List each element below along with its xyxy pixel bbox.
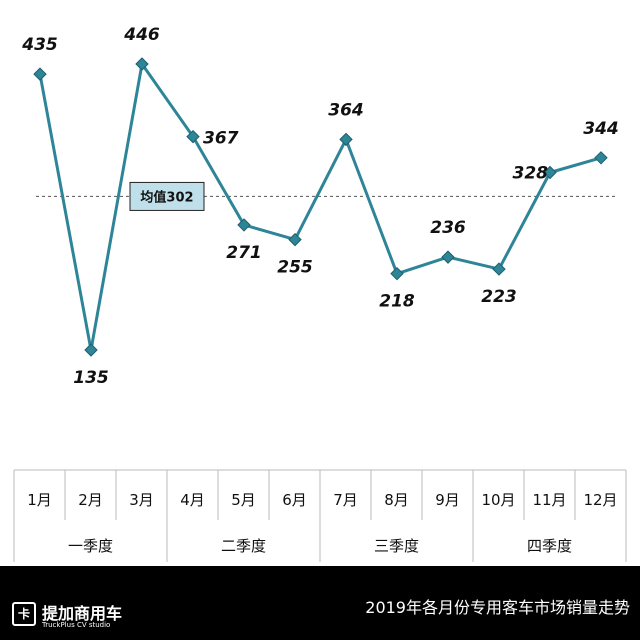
month-labels: 1月 2月 3月 4月 5月 6月 7月 8月 9月 10月 11月 12月 — [27, 491, 617, 509]
data-point — [33, 67, 47, 81]
data-label: 367 — [203, 129, 239, 149]
data-point — [594, 151, 608, 165]
month-label: 12月 — [583, 491, 617, 509]
data-point — [288, 232, 302, 247]
month-label: 10月 — [481, 491, 515, 509]
quarter-label: 四季度 — [527, 537, 572, 555]
footer-bar: 卡 提加商用车 TruckPlus CV studio 2019年各月份专用客车… — [0, 566, 640, 640]
data-point — [84, 343, 98, 357]
data-point — [237, 218, 251, 232]
average-box — [129, 181, 205, 211]
month-label: 9月 — [435, 491, 460, 509]
data-point — [135, 57, 149, 71]
average-label: 均值302 — [129, 181, 205, 211]
data-label: 236 — [430, 218, 466, 238]
data-labels: 435 135 446 367 271 255 364 218 236 223 328 344 — [21, 25, 619, 388]
quarter-labels: 一季度 二季度 三季度 四季度 — [68, 537, 572, 555]
month-label: 8月 — [384, 491, 409, 509]
average-label-text: 均值302 — [140, 189, 193, 205]
data-point — [339, 132, 353, 147]
logo-name: 提加商用车 — [42, 604, 123, 623]
series-markers — [33, 57, 608, 357]
category-table: 1月 2月 3月 4月 5月 6月 7月 8月 9月 10月 11月 12月 一季度 二季度 三季度 四季度 — [13, 469, 627, 562]
data-label: 223 — [481, 287, 517, 307]
month-label: 1月 — [27, 491, 52, 509]
quarter-label: 二季度 — [221, 537, 266, 555]
month-label: 6月 — [282, 491, 307, 509]
logo-mark: 卡 — [12, 602, 36, 626]
data-point — [543, 165, 557, 180]
series-line — [38, 62, 602, 352]
chart-title: 2019年各月份专用客车市场销量走势 — [365, 598, 630, 617]
month-label: 2月 — [78, 491, 103, 509]
month-label: 7月 — [333, 491, 358, 509]
data-label: 446 — [123, 25, 160, 45]
data-point — [441, 250, 455, 264]
data-label: 364 — [328, 100, 364, 120]
logo: 卡 提加商用车 TruckPlus CV studio — [12, 600, 162, 634]
data-label: 435 — [21, 35, 58, 55]
data-label: 328 — [513, 164, 549, 184]
data-label: 135 — [73, 368, 109, 388]
data-label: 344 — [583, 119, 619, 139]
quarter-label: 一季度 — [68, 537, 113, 555]
data-label: 271 — [226, 243, 262, 263]
data-point — [390, 266, 404, 281]
quarter-label: 三季度 — [374, 537, 419, 555]
month-label: 4月 — [180, 491, 205, 509]
logo-subtitle: TruckPlus CV studio — [42, 621, 111, 629]
data-label: 218 — [379, 292, 415, 312]
month-label: 3月 — [129, 491, 154, 509]
table-dividers — [13, 470, 627, 562]
month-label: 5月 — [231, 491, 256, 509]
data-label: 255 — [277, 258, 313, 278]
data-point — [186, 129, 200, 144]
line-chart: 均值302 435 135 446 367 271 255 364 218 236 223 328 3… — [13, 25, 627, 562]
data-point — [492, 262, 506, 276]
month-label: 11月 — [532, 491, 566, 509]
